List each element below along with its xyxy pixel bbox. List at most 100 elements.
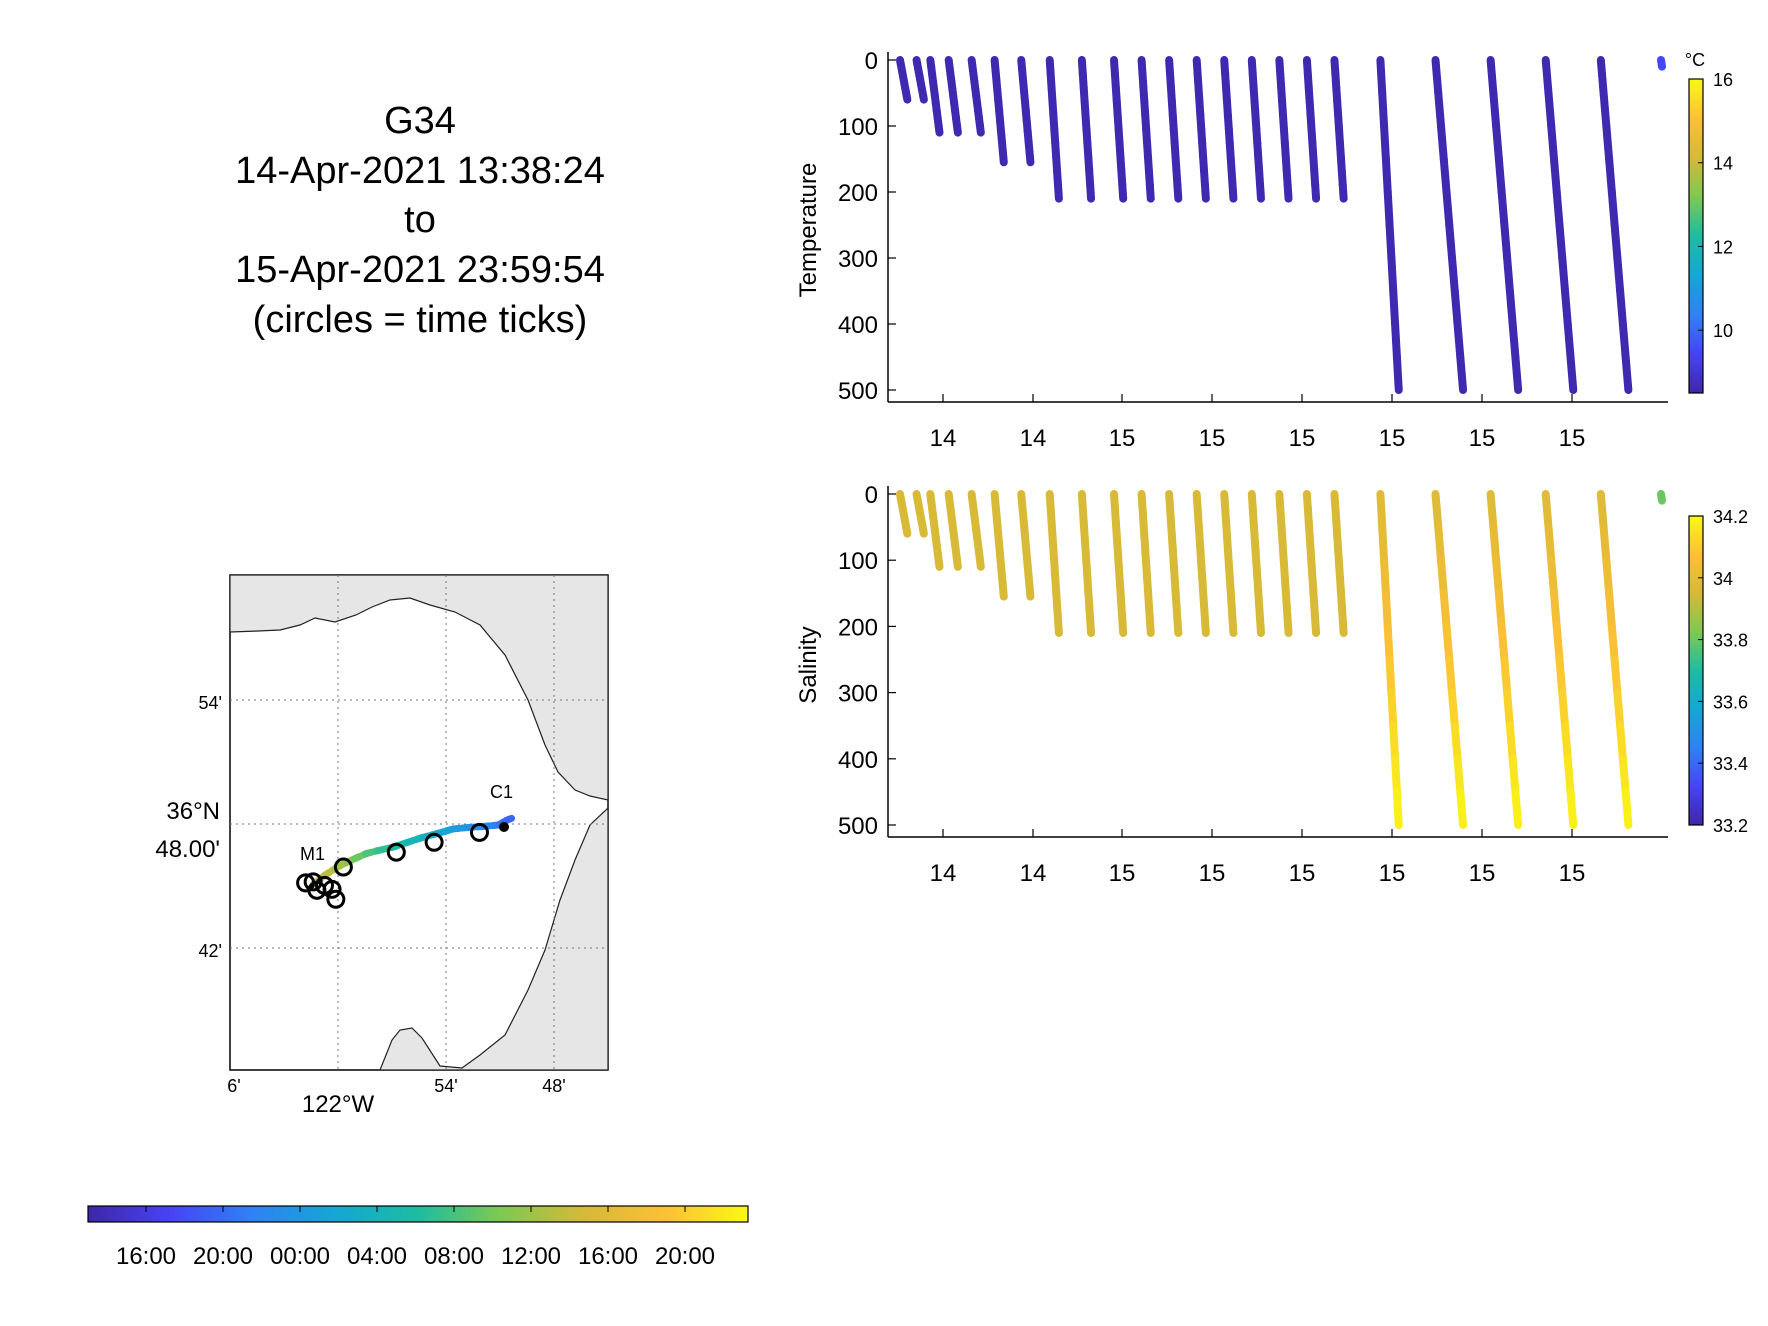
profile-segment <box>1558 254 1570 295</box>
time-colorbar-label: 20:00 <box>193 1243 253 1270</box>
temperature-colorbar-bar <box>1688 78 1704 394</box>
profile-segment <box>1613 254 1625 295</box>
profile-segment <box>1503 688 1514 730</box>
profile-segment <box>934 555 944 571</box>
x-tick-label: 14 <box>1020 425 1047 452</box>
profile-segment <box>1561 721 1572 763</box>
y-tick-label: 300 <box>838 246 878 273</box>
profile-segment <box>1439 589 1451 631</box>
profile-segment <box>1618 320 1630 361</box>
profile-segment <box>1561 287 1572 328</box>
profile-segment <box>1456 787 1468 829</box>
title-line-end-time: 15-Apr-2021 23:59:54 <box>235 249 605 291</box>
lat-tick-42: 42' <box>199 941 222 961</box>
profile-segment <box>1489 523 1501 565</box>
profile-segment <box>1511 787 1523 829</box>
profile-segment <box>1489 89 1501 130</box>
profile-segment <box>1442 188 1454 229</box>
profile-segment <box>1389 721 1400 763</box>
profile-segment <box>1494 155 1506 196</box>
colorbar-tick-label: 34.2 <box>1713 507 1748 527</box>
profile-segment <box>1549 589 1561 631</box>
time-colorbar-label: 16:00 <box>578 1243 638 1270</box>
profile-segment <box>1025 148 1035 167</box>
lon-tick-54: 54' <box>434 1076 457 1096</box>
time-tick-circle <box>326 889 346 909</box>
profile-segment <box>1555 221 1567 262</box>
profile-segment <box>1338 615 1348 638</box>
profile-segment <box>1387 688 1398 730</box>
profile-segment <box>1505 721 1517 763</box>
profile-segment <box>1450 287 1462 328</box>
profile-segment <box>1383 622 1394 664</box>
time-colorbar-label: 16:00 <box>116 1243 176 1270</box>
profile-segment <box>1311 180 1321 203</box>
profile-segment <box>1338 180 1348 203</box>
y-tick-label: 500 <box>838 813 878 840</box>
profile-segment <box>1566 353 1578 394</box>
profile-segment <box>1552 622 1564 664</box>
land-south <box>379 800 608 1070</box>
profile-segment <box>902 91 912 104</box>
profile-segment <box>1392 353 1403 394</box>
profile-segment <box>1387 254 1398 295</box>
profile-segment <box>1549 155 1561 196</box>
profile-segment <box>1448 688 1459 730</box>
profile-segment <box>919 525 928 538</box>
profile-segment <box>952 555 962 571</box>
profile-segment <box>1492 556 1503 598</box>
profile-segment <box>1437 122 1448 163</box>
land-north <box>230 575 608 801</box>
profile-segment <box>1442 622 1454 664</box>
profile-segment <box>1602 122 1614 163</box>
profile-segment <box>1385 655 1396 697</box>
colorbar-tick-label: 33.2 <box>1713 816 1748 836</box>
profile-segment <box>1607 622 1619 664</box>
profile-segment <box>1439 155 1451 196</box>
profile-segment <box>1200 180 1210 203</box>
profile-segment <box>1610 221 1622 262</box>
profile-segment <box>1497 622 1509 664</box>
salinity-colorbar-ticks: 33.2 33.4 33.6 33.8 34 34.2 <box>1698 507 1748 836</box>
y-tick-label: 400 <box>838 312 878 339</box>
y-tick-label: 300 <box>838 681 878 708</box>
time-tick-circle <box>386 842 406 862</box>
lon-tick-48: 48' <box>542 1076 565 1096</box>
figure-title: G34 14-Apr-2021 13:38:24 to 15-Apr-2021 … <box>235 100 605 341</box>
profile-segment <box>1256 615 1265 638</box>
profile-segment <box>1555 655 1567 697</box>
time-colorbar-label: 04:00 <box>347 1243 407 1270</box>
profile-segment <box>1437 556 1448 598</box>
profile-segment <box>1434 89 1446 130</box>
profile-segment <box>1508 320 1520 361</box>
colorbar-tick-label: 12 <box>1713 237 1733 257</box>
x-tick-label: 15 <box>1199 860 1226 887</box>
profile-segment <box>1486 56 1498 97</box>
lat-main-label-deg: 36°N <box>166 798 220 825</box>
profile-segment <box>1505 287 1517 328</box>
y-tick-label: 100 <box>838 114 878 141</box>
profile-segment <box>998 582 1008 601</box>
profile-segment <box>1453 754 1465 796</box>
x-tick-label: 15 <box>1289 860 1316 887</box>
profile-segment <box>1596 490 1608 532</box>
profile-segment <box>1053 180 1063 203</box>
x-tick-label: 15 <box>1289 425 1316 452</box>
profile-segment <box>1145 180 1155 203</box>
profile-segment <box>1610 655 1622 697</box>
profile-segment <box>1607 188 1619 229</box>
profile-segment <box>1657 490 1666 505</box>
profile-segment <box>1086 615 1096 638</box>
profile-segment <box>1448 254 1459 295</box>
station-label-m1: M1 <box>300 844 325 864</box>
time-colorbar-label: 12:00 <box>501 1243 561 1270</box>
x-tick-label: 15 <box>1469 860 1496 887</box>
profile-segment <box>1456 353 1468 394</box>
salinity-ylabel: Salinity <box>795 626 822 703</box>
profile-segment <box>1558 688 1570 730</box>
x-tick-label: 15 <box>1559 425 1586 452</box>
y-tick-label: 200 <box>838 180 878 207</box>
title-line-start-time: 14-Apr-2021 13:38:24 <box>235 150 605 192</box>
x-tick-label: 14 <box>930 425 957 452</box>
profile-segment <box>1445 221 1457 262</box>
